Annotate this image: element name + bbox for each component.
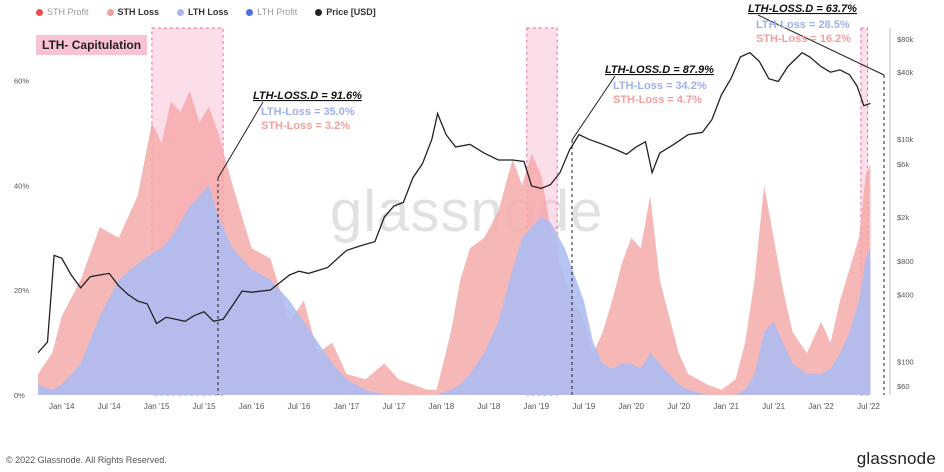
x-axis-tick: Jan '22	[808, 402, 834, 411]
x-axis-tick: Jul '20	[667, 402, 690, 411]
legend-item-lth-profit[interactable]: LTH Profit	[246, 7, 297, 17]
right-axis-tick: $100	[897, 358, 914, 367]
right-axis-tick: $400	[897, 291, 914, 300]
x-axis-tick: Jan '14	[49, 402, 75, 411]
legend-label: LTH Loss	[188, 7, 229, 17]
annotation-lth-label: LTH-Loss = 34.2%	[613, 80, 707, 92]
annotation-main-label: LTH-LOSS.D = 63.7%	[748, 3, 857, 15]
chart-title-box: LTH- Capitulation	[36, 35, 148, 55]
x-axis-tick: Jan '16	[239, 402, 265, 411]
legend-dot-icon	[106, 8, 114, 16]
legend-dot-icon	[246, 8, 254, 16]
x-axis-tick: Jan '17	[334, 402, 360, 411]
x-axis-tick: Jul '14	[98, 402, 121, 411]
legend-dot-icon	[315, 8, 323, 16]
right-axis-tick: $40k	[897, 68, 914, 77]
x-axis-tick: Jan '19	[524, 402, 550, 411]
right-axis-tick: $60	[897, 382, 910, 391]
annotation-sth-label: STH-Loss = 3.2%	[261, 120, 350, 132]
annotation-lth-label: LTH-Loss = 35.0%	[261, 106, 355, 118]
annotation-sth-label: STH-Loss = 4.7%	[613, 94, 702, 106]
legend-label: LTH Profit	[257, 7, 298, 17]
left-axis-tick: 40%	[14, 181, 29, 190]
left-axis-tick: 20%	[14, 286, 29, 295]
annotation-main-label: LTH-LOSS.D = 87.9%	[605, 64, 714, 76]
legend-item-price-usd[interactable]: Price [USD]	[315, 7, 376, 17]
legend-label: STH Profit	[47, 7, 89, 17]
price-line	[37, 51, 871, 354]
x-axis-tick: Jan '21	[713, 402, 739, 411]
legend-label: STH Loss	[117, 7, 160, 17]
x-axis-tick: Jul '22	[857, 402, 880, 411]
left-axis-tick: 0%	[14, 391, 25, 400]
annotation-lth-label: LTH-Loss = 28.5%	[756, 19, 850, 31]
x-axis-tick: Jan '20	[618, 402, 644, 411]
legend-item-lth-loss[interactable]: LTH Loss	[177, 7, 228, 17]
x-axis-tick: Jul '16	[288, 402, 311, 411]
annotation-main-label: LTH-LOSS.D = 91.6%	[253, 90, 362, 102]
right-axis-tick: $10k	[897, 135, 914, 144]
chart-svg: 0% 20% 40% 60% $60 $100 $400 $800 $2k $6k $10k $40k…	[14, 3, 914, 411]
footer-logo: glassnode	[856, 449, 936, 468]
left-axis-tick: 60%	[14, 76, 29, 85]
legend-item-sth-loss[interactable]: STH Loss	[106, 7, 160, 17]
x-axis-tick: Jan '15	[144, 402, 170, 411]
chart-legend: STH Profit STH Loss LTH Loss LTH Profit Pric…	[36, 7, 376, 17]
x-axis-tick: Jul '17	[382, 402, 405, 411]
legend-label: Price [USD]	[326, 7, 376, 17]
x-axis-tick: Jul '19	[572, 402, 595, 411]
annotation-pointer	[217, 101, 264, 179]
right-axis-tick: $800	[897, 257, 914, 266]
legend-dot-icon	[36, 8, 43, 16]
legend-item-sth-profit[interactable]: STH Profit	[36, 7, 89, 17]
legend-dot-icon	[177, 8, 185, 16]
footer-copyright: © 2022 Glassnode. All Rights Reserved.	[6, 455, 167, 465]
annotation-sth-label: STH-Loss = 16.2%	[756, 33, 851, 45]
x-axis-tick: Jul '15	[193, 402, 216, 411]
right-axis-tick: $80k	[897, 35, 914, 44]
right-axis-tick: $2k	[897, 213, 909, 222]
x-axis-tick: Jan '18	[429, 402, 455, 411]
annotation-pointer	[571, 75, 616, 141]
lth-loss-area	[38, 185, 871, 395]
right-axis-tick: $6k	[897, 160, 909, 169]
x-axis-tick: Jul '18	[477, 402, 500, 411]
x-axis-tick: Jul '21	[762, 402, 785, 411]
annotation-pointer	[757, 14, 885, 76]
